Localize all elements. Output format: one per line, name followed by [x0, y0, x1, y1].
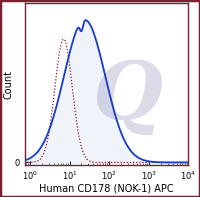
Text: Q: Q	[93, 58, 163, 136]
Y-axis label: Count: Count	[3, 70, 13, 99]
X-axis label: Human CD178 (NOK-1) APC: Human CD178 (NOK-1) APC	[39, 184, 174, 193]
